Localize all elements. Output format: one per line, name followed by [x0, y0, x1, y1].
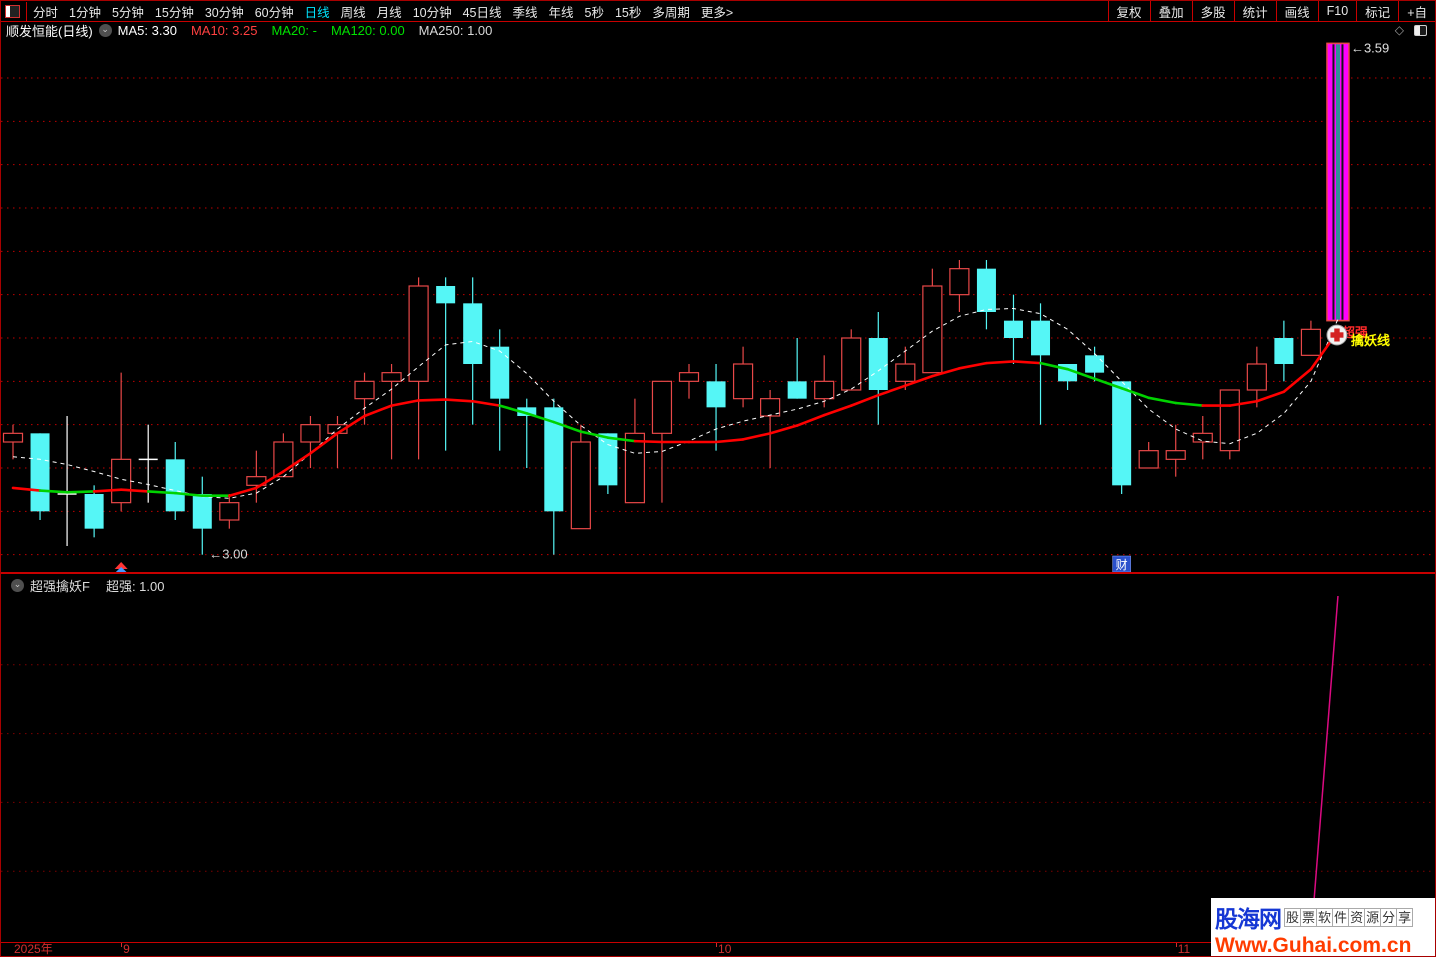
layout-grid-icon[interactable]	[5, 4, 20, 18]
svg-text:财: 财	[1116, 558, 1128, 572]
month-label: 11	[1177, 942, 1191, 956]
year-label: 2025年	[14, 942, 53, 956]
month-label: 9	[123, 942, 130, 956]
svg-text:擒妖线: 擒妖线	[1351, 333, 1390, 348]
period-tab[interactable]: 周线	[340, 5, 366, 20]
axis-tick	[121, 943, 123, 947]
indicator-header: ⌄ 超强擒妖F 超强: 1.00	[1, 572, 1435, 596]
indicator-value: 超强: 1.00	[105, 578, 165, 594]
stock-title: 顺发恒能(日线)	[6, 24, 93, 39]
tool-button[interactable]: 统计	[1233, 1, 1276, 21]
ma-label: MA120: 0.00	[330, 23, 405, 38]
chevron-down-icon[interactable]: ⌄	[98, 24, 112, 37]
period-toolbar: 分时 1分钟 5分钟 15分钟 30分钟 60分钟 日线 周线 月线 10分钟 45日线 季线 年线 5秒…	[1, 1, 1435, 22]
tool-button[interactable]: 画线	[1275, 1, 1318, 21]
title-icons: ◇	[1395, 23, 1427, 37]
period-tab[interactable]: 1分钟	[69, 5, 101, 20]
period-tab[interactable]: 月线	[376, 5, 402, 20]
tool-button[interactable]: F10	[1317, 1, 1357, 21]
ma-label: MA10: 3.25	[190, 23, 258, 38]
period-menu: 分时 1分钟 5分钟 15分钟 30分钟 60分钟 日线 周线 月线 10分钟 45日线 季线 年线 5秒…	[26, 1, 734, 21]
watermark-desc-char: 票	[1300, 907, 1318, 927]
period-tab[interactable]: 30分钟	[204, 5, 244, 20]
watermark-desc-char: 源	[1364, 907, 1382, 927]
tool-button[interactable]: 复权	[1107, 1, 1150, 21]
axis-tick	[1175, 943, 1177, 947]
ma-label: MA5: 3.30	[117, 23, 177, 38]
watermark-desc-char: 件	[1332, 907, 1350, 927]
period-tab[interactable]: 10分钟	[412, 5, 452, 20]
period-tab[interactable]: 季线	[512, 5, 538, 20]
indicator-chart[interactable]	[1, 596, 1436, 942]
watermark-desc-char: 资	[1348, 907, 1366, 927]
svg-text:超强: 超强	[1342, 325, 1368, 340]
watermark-url: Www.Guhai.com.cn	[1215, 934, 1412, 957]
watermark-desc-char: 股	[1284, 907, 1302, 927]
period-tab[interactable]: 5分钟	[111, 5, 144, 20]
month-label: 10	[718, 942, 732, 956]
tool-button[interactable]: +自	[1398, 1, 1435, 21]
tool-button[interactable]: 多股	[1191, 1, 1234, 21]
period-tab[interactable]: 多周期	[652, 5, 690, 20]
limit-up-candle	[1326, 42, 1350, 322]
ma-label: MA250: 1.00	[418, 23, 493, 38]
ex-rights-marker	[114, 562, 128, 572]
tools-menu: 复权 叠加 多股 统计 画线 F10 标记 +自	[1107, 1, 1435, 21]
ma-dashed-line	[12, 307, 1339, 499]
chart-title-bar: 顺发恒能(日线) ⌄ MA5: 3.30 MA10: 3.25 MA20: - MA1…	[1, 22, 1435, 39]
period-tab[interactable]: 年线	[548, 5, 574, 20]
watermark-row: 股海网 股票软件资源分享	[1215, 900, 1432, 934]
axis-tick	[716, 943, 718, 947]
watermark-desc: 股票软件资源分享	[1284, 907, 1414, 927]
period-tab[interactable]: 15分钟	[154, 5, 194, 20]
watermark: 股海网 股票软件资源分享 Www.Guhai.com.cn	[1211, 898, 1435, 956]
ma-label: MA20: -	[271, 23, 317, 38]
news-badge-marker: 财	[1112, 555, 1131, 572]
period-tab[interactable]: 60分钟	[254, 5, 294, 20]
high-price-label: ←3.59	[1351, 40, 1389, 55]
indicator-line	[1310, 596, 1339, 941]
period-tab[interactable]: 5秒	[584, 5, 604, 20]
tool-button[interactable]: 叠加	[1149, 1, 1192, 21]
chevron-down-icon[interactable]: ⌄	[11, 578, 24, 592]
split-window-icon[interactable]	[1414, 24, 1427, 36]
watermark-desc-char: 享	[1396, 907, 1414, 927]
time-axis: 2025年 9 10 11	[1, 942, 1435, 956]
indicator-name: 超强擒妖F	[30, 578, 90, 594]
period-tab[interactable]: 分时	[33, 5, 59, 20]
period-tab[interactable]: 更多>	[700, 5, 734, 20]
watermark-brand: 股海网	[1215, 906, 1282, 932]
period-tab[interactable]: 15秒	[614, 5, 642, 20]
watermark-desc-char: 软	[1316, 907, 1334, 927]
period-tab[interactable]: 日线	[304, 5, 330, 20]
diamond-icon[interactable]: ◇	[1394, 23, 1404, 37]
tool-button[interactable]: 标记	[1356, 1, 1398, 21]
ma-legend: MA5: 3.30 MA10: 3.25 MA20: - MA120: 0.00 MA2…	[118, 23, 493, 38]
period-tab[interactable]: 45日线	[462, 5, 502, 20]
watermark-desc-char: 分	[1380, 907, 1398, 927]
low-price-label: ←3.00	[209, 547, 247, 562]
